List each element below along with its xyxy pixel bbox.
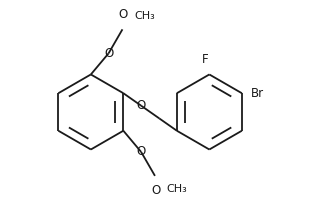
- Text: O: O: [137, 99, 146, 112]
- Text: CH₃: CH₃: [167, 184, 187, 194]
- Text: Br: Br: [251, 87, 264, 100]
- Text: F: F: [202, 53, 209, 66]
- Text: O: O: [137, 145, 146, 158]
- Text: O: O: [119, 8, 128, 21]
- Text: CH₃: CH₃: [134, 11, 155, 21]
- Text: O: O: [104, 47, 113, 60]
- Text: O: O: [151, 184, 161, 197]
